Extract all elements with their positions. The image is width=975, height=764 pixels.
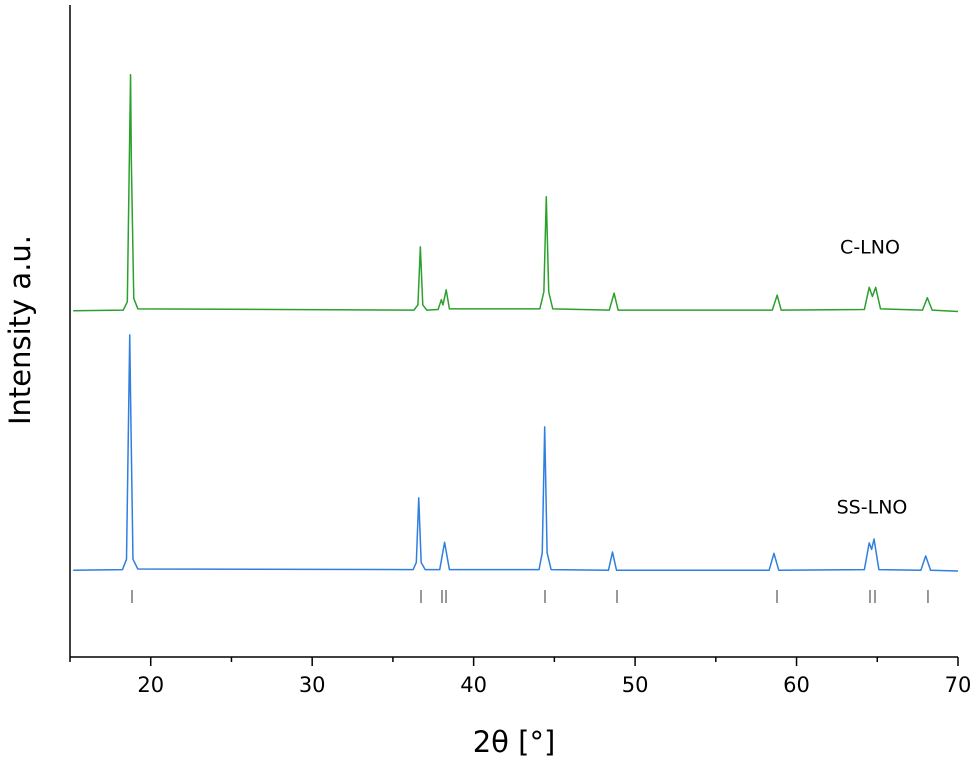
x-tick-label: 70: [945, 673, 972, 697]
x-tick-label: 20: [137, 673, 164, 697]
series-label: SS-LNO: [837, 497, 908, 519]
x-axis-label: 2θ [°]: [473, 725, 556, 759]
x-tick-label: 30: [299, 673, 326, 697]
series-label: C-LNO: [840, 237, 900, 259]
x-tick-label: 40: [460, 673, 487, 697]
x-tick-label: 60: [783, 673, 810, 697]
x-tick-label: 50: [622, 673, 649, 697]
spectrum-line: [73, 334, 959, 572]
spectrum-line: [73, 74, 959, 313]
y-axis-label: Intensity a.u.: [3, 235, 37, 425]
